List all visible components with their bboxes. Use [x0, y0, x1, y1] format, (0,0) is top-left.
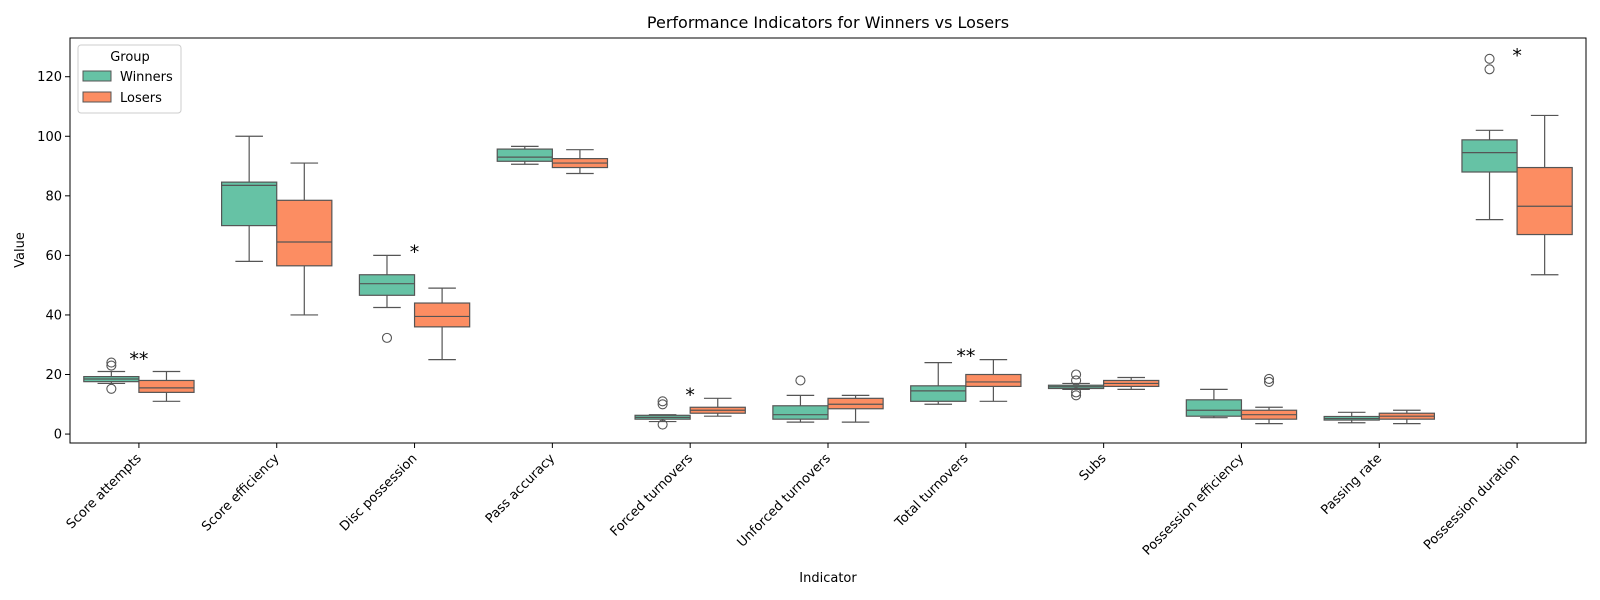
outlier-point [106, 357, 117, 368]
x-tick-label: Possession efficiency [1140, 451, 1248, 559]
box-losers-9 [1378, 409, 1435, 425]
x-tick-label: Passing rate [1318, 451, 1385, 518]
box-iqr [1185, 399, 1243, 417]
significance-label-3: ** [956, 346, 975, 368]
box-iqr [496, 148, 553, 162]
box-iqr [358, 274, 416, 296]
y-tick-label: 60 [45, 249, 62, 264]
box-losers-10 [1516, 114, 1573, 276]
y-axis-title: Value [13, 232, 28, 268]
y-tick-label: 80 [45, 189, 62, 204]
box-losers-2 [413, 287, 471, 361]
y-tick-label: 20 [45, 368, 62, 383]
box-losers-0 [138, 370, 195, 402]
box-losers-7 [1103, 376, 1160, 390]
box-iqr [413, 302, 471, 328]
box-winners-4 [634, 396, 691, 430]
box-iqr [138, 379, 195, 393]
significance-label-2: * [685, 384, 695, 406]
box-iqr [1516, 166, 1573, 236]
significance-label-0: ** [129, 349, 148, 371]
y-tick-label: 0 [54, 428, 62, 443]
outlier-point [1263, 373, 1275, 385]
y-tick-label: 120 [37, 70, 62, 85]
x-tick-label: Pass accuracy [483, 451, 559, 527]
significance-label-1: * [410, 241, 420, 263]
outlier-point [657, 399, 668, 410]
box-winners-5 [772, 375, 829, 423]
x-tick-label: Subs [1077, 451, 1110, 484]
x-tick-label: Score efficiency [199, 451, 283, 535]
outlier-point [1071, 387, 1082, 398]
legend-label-losers: Losers [120, 91, 162, 106]
legend-swatch-losers [82, 91, 112, 103]
box-losers-1 [276, 162, 333, 316]
box-winners-8 [1185, 388, 1243, 419]
box-iqr [1461, 139, 1518, 173]
box-winners-7 [1047, 369, 1105, 401]
outlier-point [106, 360, 117, 371]
outlier-point [1484, 64, 1495, 75]
outlier-point [1071, 375, 1082, 386]
box-winners-2 [358, 254, 416, 343]
outlier-point [657, 419, 668, 430]
outlier-point [1263, 376, 1275, 388]
outlier-point [1071, 390, 1082, 401]
outlier-point [1484, 53, 1495, 64]
box-winners-1 [221, 135, 278, 262]
box-iqr [221, 181, 278, 227]
x-tick-label: Total turnovers [892, 451, 972, 531]
box-winners-3 [496, 145, 553, 165]
y-tick-label: 40 [45, 308, 62, 323]
significance-label-4: * [1512, 45, 1522, 67]
outlier-point [381, 332, 393, 343]
box-iqr [276, 199, 333, 267]
outlier-point [106, 383, 117, 394]
axes: 0 20 40 60 80 100 120 Score attempts Score effic… [37, 37, 1587, 559]
outlier-point [795, 375, 806, 386]
x-tick-label: Unforced turnovers [735, 451, 834, 550]
box-iqr [910, 385, 967, 402]
x-tick-label: Possession duration [1421, 451, 1523, 553]
x-tick-label: Forced turnovers [608, 451, 697, 540]
legend-title: Group [110, 50, 150, 65]
x-tick-label: Disc possession [337, 451, 420, 534]
box-iqr [965, 373, 1022, 388]
x-axis-title: Indicator [799, 571, 857, 586]
chart-title: Performance Indicators for Winners vs Lo… [647, 13, 1009, 32]
box-winners-10 [1461, 53, 1518, 221]
box-losers-6 [965, 359, 1022, 402]
box-losers-4 [689, 397, 746, 417]
y-tick-label: 100 [37, 130, 62, 145]
box-losers-5 [827, 394, 884, 423]
box-iqr [772, 405, 829, 420]
legend-swatch-winners [82, 70, 112, 82]
plot-area: ******* [83, 45, 1573, 430]
x-tick-label: Score attempts [64, 451, 145, 532]
legend: Group Winners Losers [77, 44, 182, 114]
legend-label-winners: Winners [120, 70, 173, 85]
box-losers-3 [551, 149, 609, 175]
box-iqr [827, 397, 884, 410]
box-losers-8 [1240, 373, 1298, 425]
box-winners-0 [83, 357, 140, 394]
box-winners-6 [910, 361, 967, 405]
outlier-point [657, 396, 668, 407]
box-winners-9 [1323, 411, 1380, 424]
outlier-point [1071, 369, 1082, 380]
